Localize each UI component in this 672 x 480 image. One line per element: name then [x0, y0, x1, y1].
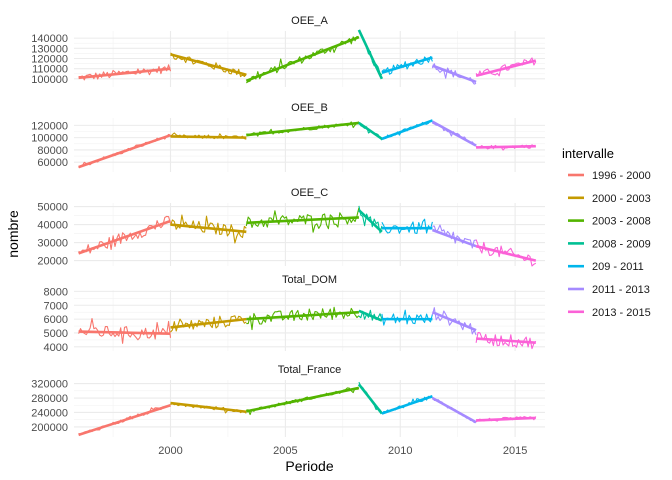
panel-OEE_C: OEE_C 20000 30000 40000 50000	[37, 187, 545, 268]
legend: intervalle 1996 - 2000 2000 - 2003 2003 - 2…	[562, 146, 651, 319]
legend-label: 2000 - 2003	[592, 193, 651, 205]
trend-line	[381, 119, 433, 141]
y-tick-label: 50000	[37, 202, 68, 214]
trend-line	[431, 228, 477, 248]
facet-title: Total_France	[278, 364, 342, 376]
trend-line	[170, 135, 247, 139]
y-tick-label: 120000	[31, 53, 68, 65]
y-tick-label: 280000	[31, 393, 68, 405]
y-tick-label: 320000	[31, 379, 68, 391]
x-tick-label: 2005	[273, 445, 297, 457]
y-tick-label: 140000	[31, 33, 68, 45]
y-tick-label: 120000	[31, 120, 68, 132]
raw-series-line	[78, 318, 172, 344]
y-tick-label: 5000	[44, 328, 68, 340]
trend-line	[170, 53, 247, 77]
legend-label: 1996 - 2000	[592, 170, 651, 182]
trend-line	[431, 396, 477, 424]
raw-series-line	[475, 332, 537, 350]
trend-line	[246, 386, 360, 413]
trend-line	[245, 35, 360, 83]
y-tick-label: 200000	[31, 422, 68, 434]
facet-title: OEE_C	[291, 187, 328, 199]
x-tick-label: 2000	[158, 445, 182, 457]
y-tick-label: 60000	[37, 157, 68, 169]
trend-line	[246, 216, 359, 225]
trend-line	[170, 317, 247, 329]
trend-line	[78, 404, 171, 437]
trend-line	[78, 67, 171, 80]
y-tick-label: 80000	[37, 145, 68, 157]
legend-label: 2013 - 2015	[592, 307, 651, 319]
legend-label: 2011 - 2013	[592, 284, 650, 296]
x-axis-title: Periode	[285, 458, 333, 474]
y-tick-label: 130000	[31, 43, 68, 55]
legend-label: 209 - 2011	[592, 261, 644, 273]
trend-line	[170, 223, 247, 234]
y-tick-label: 40000	[37, 220, 68, 232]
y-tick-label: 4000	[44, 342, 68, 354]
trend-line	[431, 310, 477, 332]
y-tick-label: 30000	[37, 238, 68, 250]
y-axis-title: nombre	[5, 210, 21, 258]
trend-line	[170, 401, 247, 414]
trend-line	[475, 59, 537, 78]
trend-line	[246, 121, 360, 137]
legend-label: 2003 - 2008	[592, 216, 651, 228]
y-tick-label: 20000	[37, 256, 68, 268]
x-tick-label: 2010	[388, 445, 412, 457]
x-tick-label: 2015	[503, 445, 527, 457]
legend-title: intervalle	[562, 146, 614, 161]
trend-line	[431, 120, 477, 147]
trend-line	[78, 330, 171, 335]
y-tick-label: 6000	[44, 314, 68, 326]
trend-line	[431, 64, 477, 84]
facet-title: Total_DOM	[282, 274, 337, 286]
y-tick-label: 110000	[32, 64, 68, 76]
y-tick-label: 100000	[31, 74, 68, 86]
trend-line	[357, 383, 383, 415]
trend-line	[475, 337, 536, 344]
trend-line	[357, 29, 384, 80]
trend-line	[78, 133, 171, 169]
trend-line	[358, 209, 383, 233]
y-tick-label: 7000	[44, 300, 68, 312]
raw-series-line	[475, 239, 537, 267]
facet-title: OEE_B	[291, 102, 328, 114]
raw-series-line	[358, 205, 383, 234]
raw-series-line	[381, 218, 433, 235]
trend-line	[381, 56, 433, 74]
trend-line	[476, 416, 536, 422]
trend-line	[358, 309, 383, 322]
raw-series-line	[78, 215, 172, 254]
trend-line	[78, 219, 171, 255]
trend-line	[475, 244, 537, 262]
trend-line	[476, 144, 536, 149]
facet-title: OEE_A	[291, 15, 328, 27]
panel-Total_France: Total_France 200000 240000 280000 320000	[31, 364, 545, 437]
y-tick-label: 100000	[31, 133, 68, 145]
panel-Total_DOM: Total_DOM 4000 5000 6000 7000 8000	[44, 274, 545, 354]
y-tick-label: 240000	[31, 407, 68, 419]
y-tick-label: 8000	[44, 286, 68, 298]
legend-label: 2008 - 2009	[592, 238, 651, 250]
trend-line	[358, 121, 383, 140]
trend-line	[246, 310, 359, 321]
trend-line	[381, 395, 433, 415]
